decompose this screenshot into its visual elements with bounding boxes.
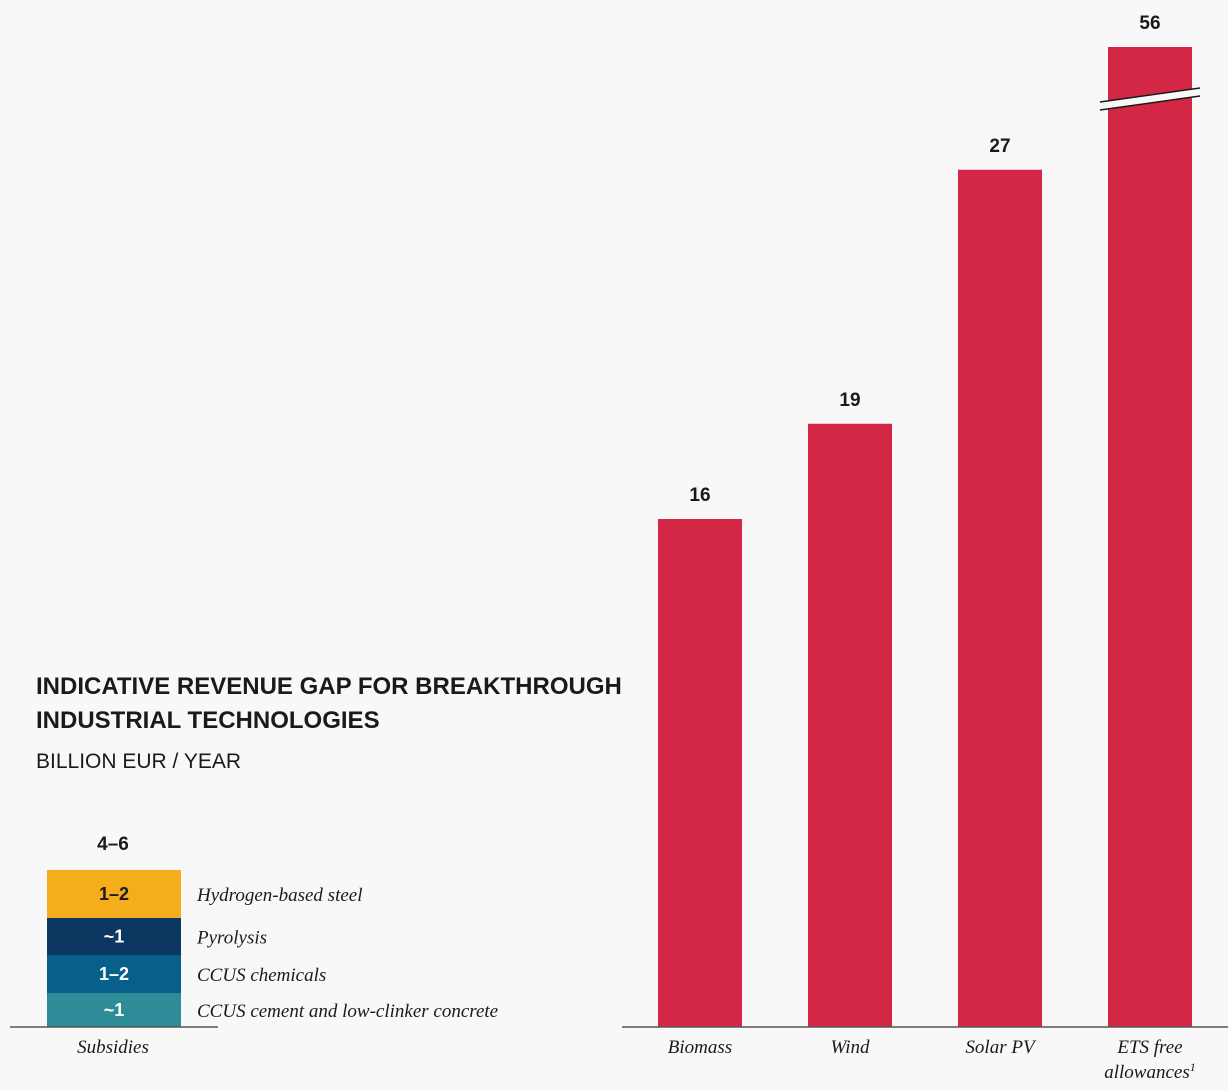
- subsidy-segment: [47, 870, 181, 918]
- subsidy-segment: [47, 918, 181, 955]
- main-bars: 16 Biomass 19 Wind 27 Solar PV 56 ETS freeallow…: [658, 13, 1201, 1083]
- bar-value-label: 27: [989, 136, 1010, 157]
- axis-break-line: [1099, 87, 1201, 103]
- subsidies-stack: ~1 CCUS cement and low-clinker concrete 1–…: [47, 870, 498, 1027]
- chart-subtitle: BILLION EUR / YEAR: [36, 750, 241, 773]
- bar-value-label: 56: [1139, 13, 1160, 34]
- axis-break-line: [1099, 95, 1201, 111]
- chart-title-line2: INDUSTRIAL TECHNOLOGIES: [36, 707, 380, 734]
- category-label: ETS free: [1116, 1037, 1182, 1058]
- bar-solar-pv: [958, 169, 1042, 1027]
- axis-break-gap: [1100, 88, 1200, 110]
- footnote-marker: 1: [1190, 1060, 1196, 1074]
- category-label: Solar PV: [965, 1037, 1037, 1058]
- subsidy-segment-name: Hydrogen-based steel: [196, 885, 363, 906]
- bar-wind: [808, 423, 892, 1027]
- subsidy-segment-value-label: ~1: [104, 1000, 125, 1020]
- subsidy-segment-name: CCUS chemicals: [197, 965, 326, 986]
- subsidies-category-label: Subsidies: [77, 1037, 149, 1058]
- subsidy-segment-value-label: ~1: [104, 927, 125, 947]
- subsidy-segment-name: Pyrolysis: [196, 928, 267, 949]
- category-label: Biomass: [668, 1037, 732, 1058]
- subsidy-segment-value-label: 1–2: [99, 964, 129, 984]
- subsidies-total-label: 4–6: [97, 834, 129, 855]
- bar-biomass: [658, 519, 742, 1027]
- category-label: Wind: [830, 1037, 870, 1058]
- subsidy-segment-name: CCUS cement and low-clinker concrete: [197, 1001, 498, 1022]
- chart-title-line1: INDICATIVE REVENUE GAP FOR BREAKTHROUGH: [36, 673, 622, 700]
- bar-ets-free-allowances: [1108, 47, 1192, 1027]
- bar-value-label: 16: [689, 485, 710, 506]
- subsidy-segment: [47, 993, 181, 1027]
- subsidy-segment: [47, 955, 181, 993]
- bar-value-label: 19: [839, 390, 860, 411]
- category-label: allowances1: [1104, 1060, 1196, 1083]
- subsidy-segment-value-label: 1–2: [99, 884, 129, 904]
